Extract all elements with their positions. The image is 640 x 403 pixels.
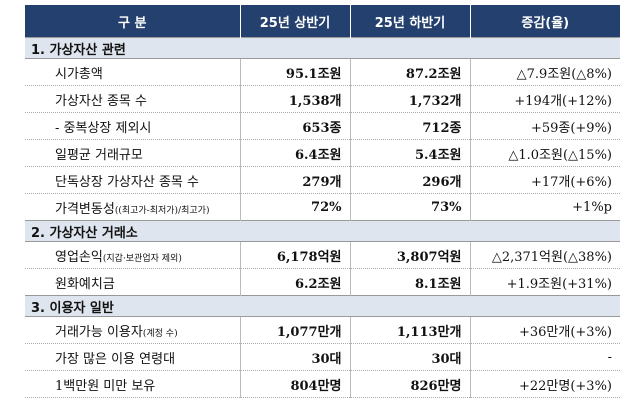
label-note: ((최고가-최저가)/최고가) bbox=[114, 205, 210, 216]
change-cell: △1.0조원(△15%) bbox=[469, 139, 620, 167]
data-row: 가장 많은 이용 연령대 30대 30대 - bbox=[25, 343, 620, 371]
value-cell: 279개 bbox=[239, 166, 350, 194]
row-label: - 중복상장 제외시 bbox=[25, 112, 240, 140]
label-text: 가장 많은 이용 연령대 bbox=[55, 351, 176, 367]
row-label: 일평균 거래규모 bbox=[25, 139, 240, 167]
data-row: 단독상장 가상자산 종목 수 279개 296개 +17개(+6%) bbox=[25, 166, 620, 194]
value-cell: 73% bbox=[349, 193, 470, 221]
row-label: 가상자산 종목 수 bbox=[25, 85, 240, 113]
change-cell: +59종(+9%) bbox=[469, 112, 620, 140]
row-label: 가격변동성((최고가-최저가)/최고가) bbox=[25, 193, 240, 221]
row-label: 1백만원 미만 보유 bbox=[25, 370, 240, 398]
label-note: (계정 수) bbox=[142, 328, 178, 339]
value-cell: 30대 bbox=[349, 343, 470, 371]
label-text: 일평균 거래규모 bbox=[55, 147, 143, 163]
change-cell: - bbox=[469, 343, 620, 371]
row-label: 단독상장 가상자산 종목 수 bbox=[25, 166, 240, 194]
change-cell: △7.9조원(△8%) bbox=[469, 58, 620, 86]
label-text: - 중복상장 제외시 bbox=[55, 120, 152, 136]
section-title: 3. 이용자 일반 bbox=[25, 295, 620, 317]
change-cell: +194개(+12%) bbox=[469, 85, 620, 113]
table-body: 1. 가상자산 관련 시가총액 95.1조원 87.2조원 △7.9조원(△8%) 가상자… bbox=[25, 37, 620, 398]
row-label: 거래가능 이용자(계정 수) bbox=[25, 316, 240, 344]
row-label: 원화예치금 bbox=[25, 268, 240, 296]
value-cell: 6.2조원 bbox=[239, 268, 350, 296]
header-cell: 25년 상반기 bbox=[239, 5, 350, 38]
value-cell: 3,807억원 bbox=[349, 241, 470, 269]
label-text: 시가총액 bbox=[55, 66, 103, 82]
value-cell: 5.4조원 bbox=[349, 139, 470, 167]
header-cell: 구 분 bbox=[25, 5, 240, 38]
value-cell: 30대 bbox=[239, 343, 350, 371]
value-cell: 95.1조원 bbox=[239, 58, 350, 86]
data-row: 가상자산 종목 수 1,538개 1,732개 +194개(+12%) bbox=[25, 85, 620, 113]
section-title: 2. 가상자산 거래소 bbox=[25, 220, 620, 242]
section-row: 2. 가상자산 거래소 bbox=[25, 220, 620, 242]
value-cell: 653종 bbox=[239, 112, 350, 140]
section-row: 1. 가상자산 관련 bbox=[25, 37, 620, 59]
data-row: 영업손익(지갑·보관업자 제외) 6,178억원 3,807억원 △2,371억원(△… bbox=[25, 241, 620, 269]
data-row: 가격변동성((최고가-최저가)/최고가) 72% 73% +1%p bbox=[25, 193, 620, 221]
data-row: 1백만원 미만 보유 804만명 826만명 +22만명(+3%) bbox=[25, 370, 620, 398]
change-cell: +17개(+6%) bbox=[469, 166, 620, 194]
change-cell: +36만개(+3%) bbox=[469, 316, 620, 344]
row-label: 가장 많은 이용 연령대 bbox=[25, 343, 240, 371]
data-row: 거래가능 이용자(계정 수) 1,077만개 1,113만개 +36만개(+3%) bbox=[25, 316, 620, 344]
value-cell: 1,732개 bbox=[349, 85, 470, 113]
value-cell: 804만명 bbox=[239, 370, 350, 398]
label-text: 가격변동성 bbox=[55, 201, 115, 217]
value-cell: 6,178억원 bbox=[239, 241, 350, 269]
change-cell: +1.9조원(+31%) bbox=[469, 268, 620, 296]
change-cell: △2,371억원(△38%) bbox=[469, 241, 620, 269]
row-label: 영업손익(지갑·보관업자 제외) bbox=[25, 241, 240, 269]
label-text: 원화예치금 bbox=[55, 276, 115, 292]
label-text: 영업손익 bbox=[55, 249, 103, 265]
value-cell: 6.4조원 bbox=[239, 139, 350, 167]
data-row: 일평균 거래규모 6.4조원 5.4조원 △1.0조원(△15%) bbox=[25, 139, 620, 167]
value-cell: 8.1조원 bbox=[349, 268, 470, 296]
value-cell: 1,113만개 bbox=[349, 316, 470, 344]
label-text: 단독상장 가상자산 종목 수 bbox=[55, 174, 199, 190]
value-cell: 87.2조원 bbox=[349, 58, 470, 86]
value-cell: 1,538개 bbox=[239, 85, 350, 113]
value-cell: 826만명 bbox=[349, 370, 470, 398]
value-cell: 712종 bbox=[349, 112, 470, 140]
label-text: 1백만원 미만 보유 bbox=[55, 378, 156, 394]
header-cell: 25년 하반기 bbox=[349, 5, 470, 38]
value-cell: 72% bbox=[239, 193, 350, 221]
data-row: 시가총액 95.1조원 87.2조원 △7.9조원(△8%) bbox=[25, 58, 620, 86]
change-cell: +22만명(+3%) bbox=[469, 370, 620, 398]
data-row: - 중복상장 제외시 653종 712종 +59종(+9%) bbox=[25, 112, 620, 140]
row-label: 시가총액 bbox=[25, 58, 240, 86]
section-title: 1. 가상자산 관련 bbox=[25, 37, 620, 59]
label-text: 거래가능 이용자 bbox=[55, 324, 143, 340]
change-cell: +1%p bbox=[469, 193, 620, 221]
data-row: 원화예치금 6.2조원 8.1조원 +1.9조원(+31%) bbox=[25, 268, 620, 296]
label-text: 가상자산 종목 수 bbox=[55, 93, 147, 109]
value-cell: 1,077만개 bbox=[239, 316, 350, 344]
header-row: 구 분 25년 상반기 25년 하반기 증감(율) bbox=[25, 5, 620, 38]
value-cell: 296개 bbox=[349, 166, 470, 194]
label-note: (지갑·보관업자 제외) bbox=[102, 253, 182, 264]
header-cell: 증감(율) bbox=[469, 5, 620, 38]
section-row: 3. 이용자 일반 bbox=[25, 295, 620, 317]
